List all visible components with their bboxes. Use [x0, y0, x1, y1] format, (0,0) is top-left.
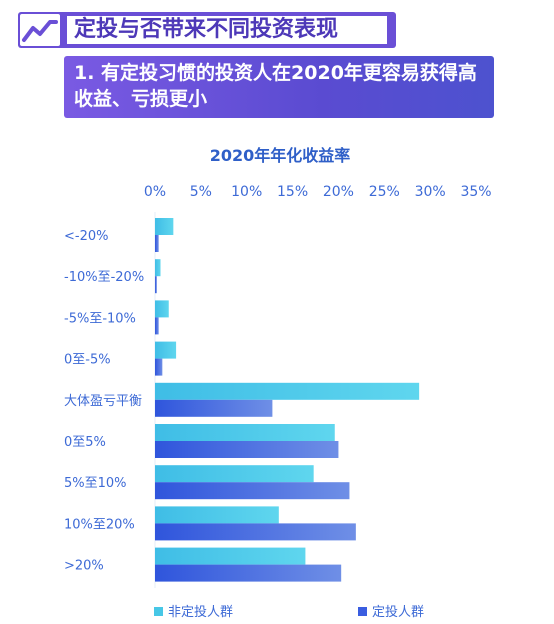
legend-label-dca: 定投人群	[372, 605, 425, 620]
header-title-box	[66, 15, 388, 45]
bar-dca	[155, 399, 273, 417]
x-tick-label: 25%	[369, 184, 400, 200]
chart-title: 2020年年化收益率	[209, 146, 351, 165]
x-tick-label: 20%	[323, 184, 354, 200]
category-label: 0至-5%	[64, 353, 111, 368]
category-label: 0至5%	[64, 435, 106, 450]
legend-label-non-dca: 非定投人群	[168, 605, 234, 620]
trend-line-icon	[20, 14, 60, 46]
page-title: 定投与否带来不同投资表现	[74, 17, 339, 42]
bar-dca	[155, 276, 157, 294]
category-label: -10%至-20%	[64, 270, 144, 285]
bar-dca	[155, 317, 159, 335]
bar-dca	[155, 441, 339, 458]
category-label: 大体盈亏平衡	[64, 394, 142, 409]
x-tick-label: 10%	[231, 184, 262, 200]
bar-non-dca	[155, 506, 279, 524]
bar-non-dca	[155, 259, 161, 277]
bar-non-dca	[155, 341, 177, 359]
category-label: 5%至10%	[64, 476, 127, 491]
x-tick-label: 15%	[277, 184, 308, 200]
bar-dca	[155, 235, 159, 252]
category-label: 10%至20%	[64, 517, 135, 532]
bar-non-dca	[155, 424, 335, 441]
x-tick-label: 5%	[190, 184, 212, 200]
bar-non-dca	[155, 300, 169, 318]
bar-dca	[155, 358, 163, 376]
legend-swatch-dca	[358, 607, 367, 616]
bar-non-dca	[155, 218, 174, 235]
category-label: -5%至-10%	[64, 311, 136, 326]
x-tick-label: 35%	[460, 184, 491, 200]
legend-item-dca: 定投人群	[358, 601, 424, 620]
bar-dca	[155, 482, 350, 500]
x-tick-label: 0%	[144, 184, 166, 200]
bar-non-dca	[155, 547, 306, 565]
category-label: >20%	[64, 559, 104, 574]
legend-swatch-non-dca	[154, 607, 163, 616]
legend-item-non-dca: 非定投人群	[154, 601, 233, 620]
subtitle-box	[64, 56, 494, 118]
category-label: <-20%	[64, 229, 108, 244]
bar-non-dca	[155, 465, 314, 483]
bar-non-dca	[155, 382, 420, 400]
bar-dca	[155, 564, 342, 582]
x-tick-label: 30%	[415, 184, 446, 200]
bar-dca	[155, 523, 356, 541]
subtitle-text: 1. 有定投习惯的投资人在2020年更容易获得高收益、亏损更小	[74, 62, 477, 110]
